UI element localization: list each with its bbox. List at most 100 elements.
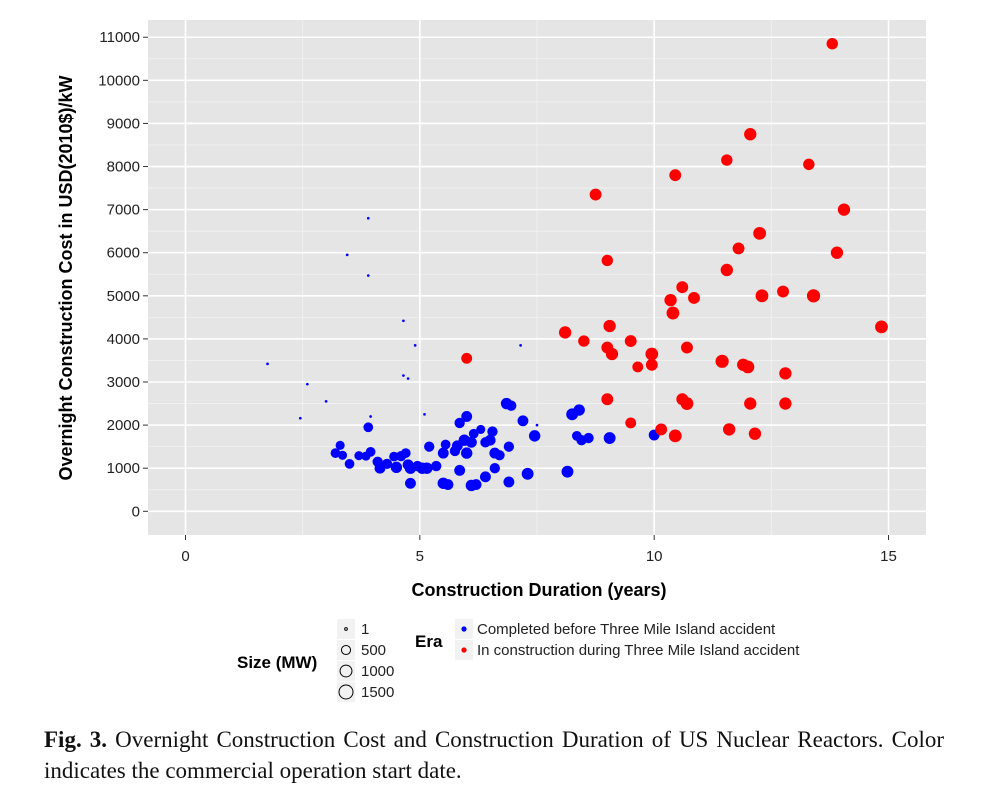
data-point <box>503 441 515 452</box>
size-legend-key-bg <box>337 661 355 681</box>
data-point <box>830 246 844 259</box>
data-point <box>603 432 616 444</box>
data-point <box>405 477 416 489</box>
size-legend-title: Size (MW) <box>237 653 317 672</box>
y-tick-label: 8000 <box>107 159 140 176</box>
data-point <box>335 440 345 450</box>
data-point <box>722 423 736 436</box>
x-tick-label: 15 <box>880 548 897 565</box>
data-point <box>337 450 348 460</box>
era-legend-title: Era <box>415 632 443 651</box>
y-tick-label: 6000 <box>107 245 140 262</box>
era-legend-key <box>461 647 467 653</box>
data-point <box>519 344 522 347</box>
data-point <box>266 362 269 366</box>
size-legend-key <box>338 684 354 700</box>
data-point <box>440 439 451 450</box>
data-point <box>676 281 689 294</box>
data-point <box>589 188 602 201</box>
gridlines <box>148 20 926 535</box>
y-tick-label: 7000 <box>107 202 140 219</box>
data-point <box>561 465 574 478</box>
figure-caption: Fig. 3. Overnight Construction Cost and … <box>44 724 944 786</box>
data-point <box>668 429 682 443</box>
data-point <box>688 292 700 304</box>
x-axis-ticks: 0 5 10 15 <box>181 535 897 565</box>
data-point <box>454 464 466 476</box>
y-tick-label: 2000 <box>107 417 140 434</box>
data-point <box>330 448 341 458</box>
data-point <box>624 335 637 348</box>
y-tick-label: 3000 <box>107 374 140 391</box>
data-point <box>461 447 473 459</box>
size-legend-label: 1000 <box>361 663 394 680</box>
data-point <box>715 354 729 368</box>
data-point <box>680 397 694 410</box>
data-point <box>603 319 616 333</box>
size-legend-key <box>344 627 348 631</box>
data-point <box>655 423 668 436</box>
data-point <box>732 242 745 255</box>
size-legend-label: 500 <box>361 642 386 659</box>
data-point <box>605 347 619 361</box>
data-point <box>461 411 473 422</box>
y-tick-label: 0 <box>132 503 140 520</box>
era-legend-label: In construction during Three Mile Island… <box>477 642 800 659</box>
size-legend-key-bg <box>337 619 355 639</box>
data-point <box>632 361 644 373</box>
data-point <box>369 415 372 418</box>
data-points <box>266 38 888 492</box>
data-point <box>390 461 403 474</box>
era-legend-label: Completed before Three Mile Island accid… <box>477 621 776 638</box>
data-point <box>424 441 435 452</box>
data-point <box>465 436 477 448</box>
data-point <box>875 320 888 334</box>
x-tick-label: 10 <box>646 548 663 565</box>
data-point <box>406 377 410 380</box>
data-point <box>744 128 757 141</box>
y-axis-title: Overnight Construction Cost in USD(2010$… <box>56 75 76 480</box>
data-point <box>753 226 767 240</box>
data-point <box>468 428 479 439</box>
data-point <box>521 467 534 480</box>
data-point <box>366 216 370 220</box>
data-point <box>365 446 376 457</box>
data-point <box>413 344 417 347</box>
size-legend-label: 1500 <box>361 684 394 701</box>
caption-text: Overnight Construction Cost and Construc… <box>44 727 944 783</box>
size-legend-key <box>340 644 352 656</box>
data-point <box>454 417 465 429</box>
data-point <box>421 462 433 474</box>
data-point <box>402 319 405 323</box>
data-point <box>517 415 529 427</box>
x-tick-label: 0 <box>181 548 189 565</box>
y-tick-label: 5000 <box>107 288 140 305</box>
data-point <box>826 38 838 50</box>
data-point <box>363 422 374 433</box>
data-point <box>777 285 789 298</box>
data-point <box>601 393 614 406</box>
data-point <box>558 326 572 339</box>
data-point <box>666 306 680 320</box>
data-point <box>806 289 821 303</box>
data-point <box>402 374 405 377</box>
data-point <box>720 263 733 277</box>
data-point <box>681 341 693 354</box>
data-point <box>573 404 585 416</box>
data-point <box>494 450 505 461</box>
data-point <box>484 434 496 446</box>
data-point <box>487 426 498 437</box>
data-point <box>489 463 500 474</box>
data-point <box>755 289 769 303</box>
data-point <box>480 471 491 483</box>
size-legend-key <box>339 664 353 678</box>
data-point <box>345 253 349 257</box>
data-point <box>535 423 539 427</box>
size-legend-key-bg <box>337 640 355 660</box>
y-tick-label: 10000 <box>98 72 140 89</box>
data-point <box>744 397 757 410</box>
y-tick-label: 1000 <box>107 460 140 477</box>
data-point <box>779 367 792 380</box>
data-point <box>431 460 442 472</box>
data-point <box>645 347 659 361</box>
